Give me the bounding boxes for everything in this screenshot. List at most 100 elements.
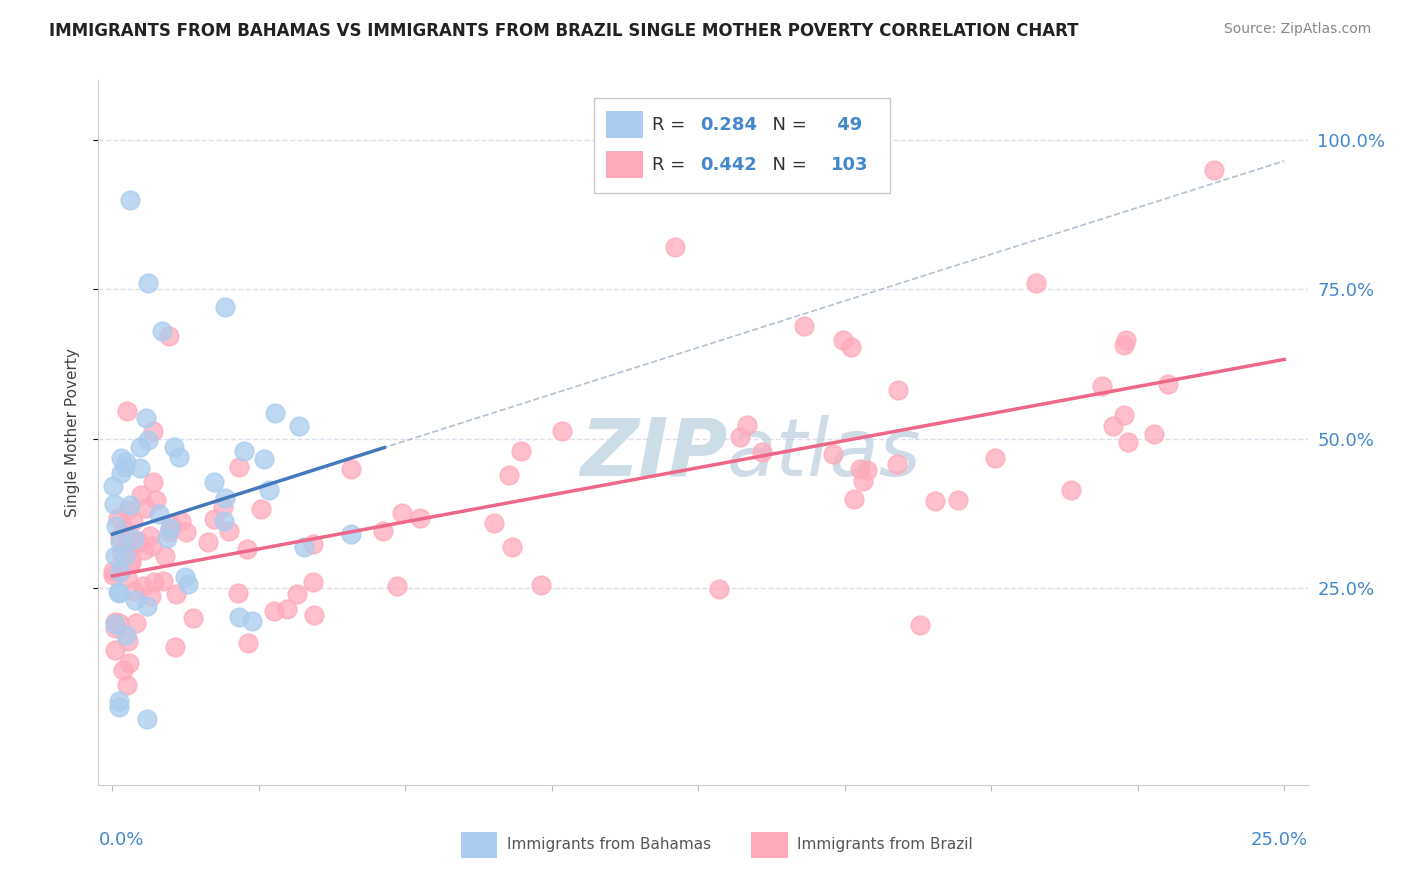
Point	[823, 447, 845, 461]
Point	[285, 586, 308, 600]
Point	[135, 712, 157, 726]
Point	[1156, 376, 1178, 391]
Text: Source: ZipAtlas.com: Source: ZipAtlas.com	[1223, 22, 1371, 37]
Point	[257, 483, 280, 497]
Point	[202, 512, 225, 526]
Point	[114, 460, 136, 475]
Point	[228, 610, 250, 624]
Point	[108, 535, 131, 549]
Point	[127, 536, 149, 550]
Point	[107, 511, 129, 525]
Point	[730, 430, 752, 444]
Point	[1115, 334, 1137, 348]
Point	[498, 468, 520, 483]
Point	[115, 571, 138, 585]
Bar	[595, 98, 890, 193]
Point	[132, 579, 155, 593]
Point	[108, 700, 131, 714]
Text: 25.0%: 25.0%	[1250, 830, 1308, 849]
Point	[118, 498, 141, 512]
Point	[1112, 337, 1135, 351]
Point	[104, 621, 127, 635]
Point	[135, 410, 157, 425]
Point	[1025, 276, 1047, 290]
Point	[302, 608, 325, 623]
Point	[276, 602, 298, 616]
Point	[501, 541, 523, 555]
Point	[165, 586, 187, 600]
Point	[107, 585, 129, 599]
Point	[1202, 162, 1225, 177]
Point	[104, 615, 127, 629]
Point	[141, 539, 163, 553]
Point	[124, 593, 146, 607]
Point	[163, 440, 186, 454]
Point	[136, 433, 159, 447]
Point	[142, 424, 165, 438]
Point	[832, 333, 855, 347]
Point	[112, 522, 135, 536]
Point	[709, 582, 731, 596]
Bar	[751, 832, 787, 857]
Point	[131, 488, 153, 502]
Point	[103, 497, 125, 511]
Text: N =: N =	[761, 156, 813, 174]
Point	[112, 663, 135, 677]
Text: 103: 103	[831, 156, 869, 174]
Point	[104, 643, 127, 657]
Point	[263, 604, 285, 618]
Point	[984, 450, 1007, 465]
Point	[136, 276, 159, 290]
Point	[551, 424, 574, 438]
Point	[108, 565, 131, 579]
Point	[214, 491, 236, 506]
Point	[128, 461, 150, 475]
Point	[139, 529, 162, 543]
Point	[101, 568, 124, 582]
Point	[228, 460, 250, 475]
Point	[409, 511, 432, 525]
Point	[236, 635, 259, 649]
Y-axis label: Single Mother Poverty: Single Mother Poverty	[65, 348, 80, 517]
Point	[340, 527, 363, 541]
Point	[155, 549, 177, 564]
Point	[108, 530, 131, 544]
Point	[852, 474, 875, 488]
Text: Immigrants from Brazil: Immigrants from Brazil	[797, 838, 973, 853]
Text: 0.442: 0.442	[700, 156, 758, 174]
Point	[849, 462, 872, 476]
Point	[120, 193, 142, 207]
Point	[127, 533, 149, 548]
Point	[145, 493, 167, 508]
Point	[120, 557, 142, 571]
Point	[946, 492, 969, 507]
Point	[910, 618, 932, 632]
Point	[250, 501, 273, 516]
Text: ZIP: ZIP	[579, 415, 727, 492]
Point	[1060, 483, 1083, 498]
Point	[141, 589, 163, 603]
Point	[174, 570, 197, 584]
Point	[135, 501, 157, 516]
Point	[124, 615, 146, 630]
Point	[197, 535, 219, 549]
Point	[104, 617, 127, 632]
Bar	[606, 152, 643, 178]
Point	[103, 479, 125, 493]
Point	[110, 450, 132, 465]
Point	[181, 610, 204, 624]
Point	[152, 574, 174, 588]
Point	[664, 240, 686, 254]
Point	[142, 475, 165, 489]
Point	[129, 440, 152, 454]
Point	[159, 521, 181, 535]
Point	[122, 583, 145, 598]
Point	[110, 466, 132, 480]
Point	[371, 524, 394, 539]
Point	[214, 300, 236, 314]
Text: 0.0%: 0.0%	[98, 830, 143, 849]
Point	[793, 318, 815, 333]
Point	[240, 614, 263, 628]
Point	[751, 445, 773, 459]
Point	[887, 383, 910, 397]
